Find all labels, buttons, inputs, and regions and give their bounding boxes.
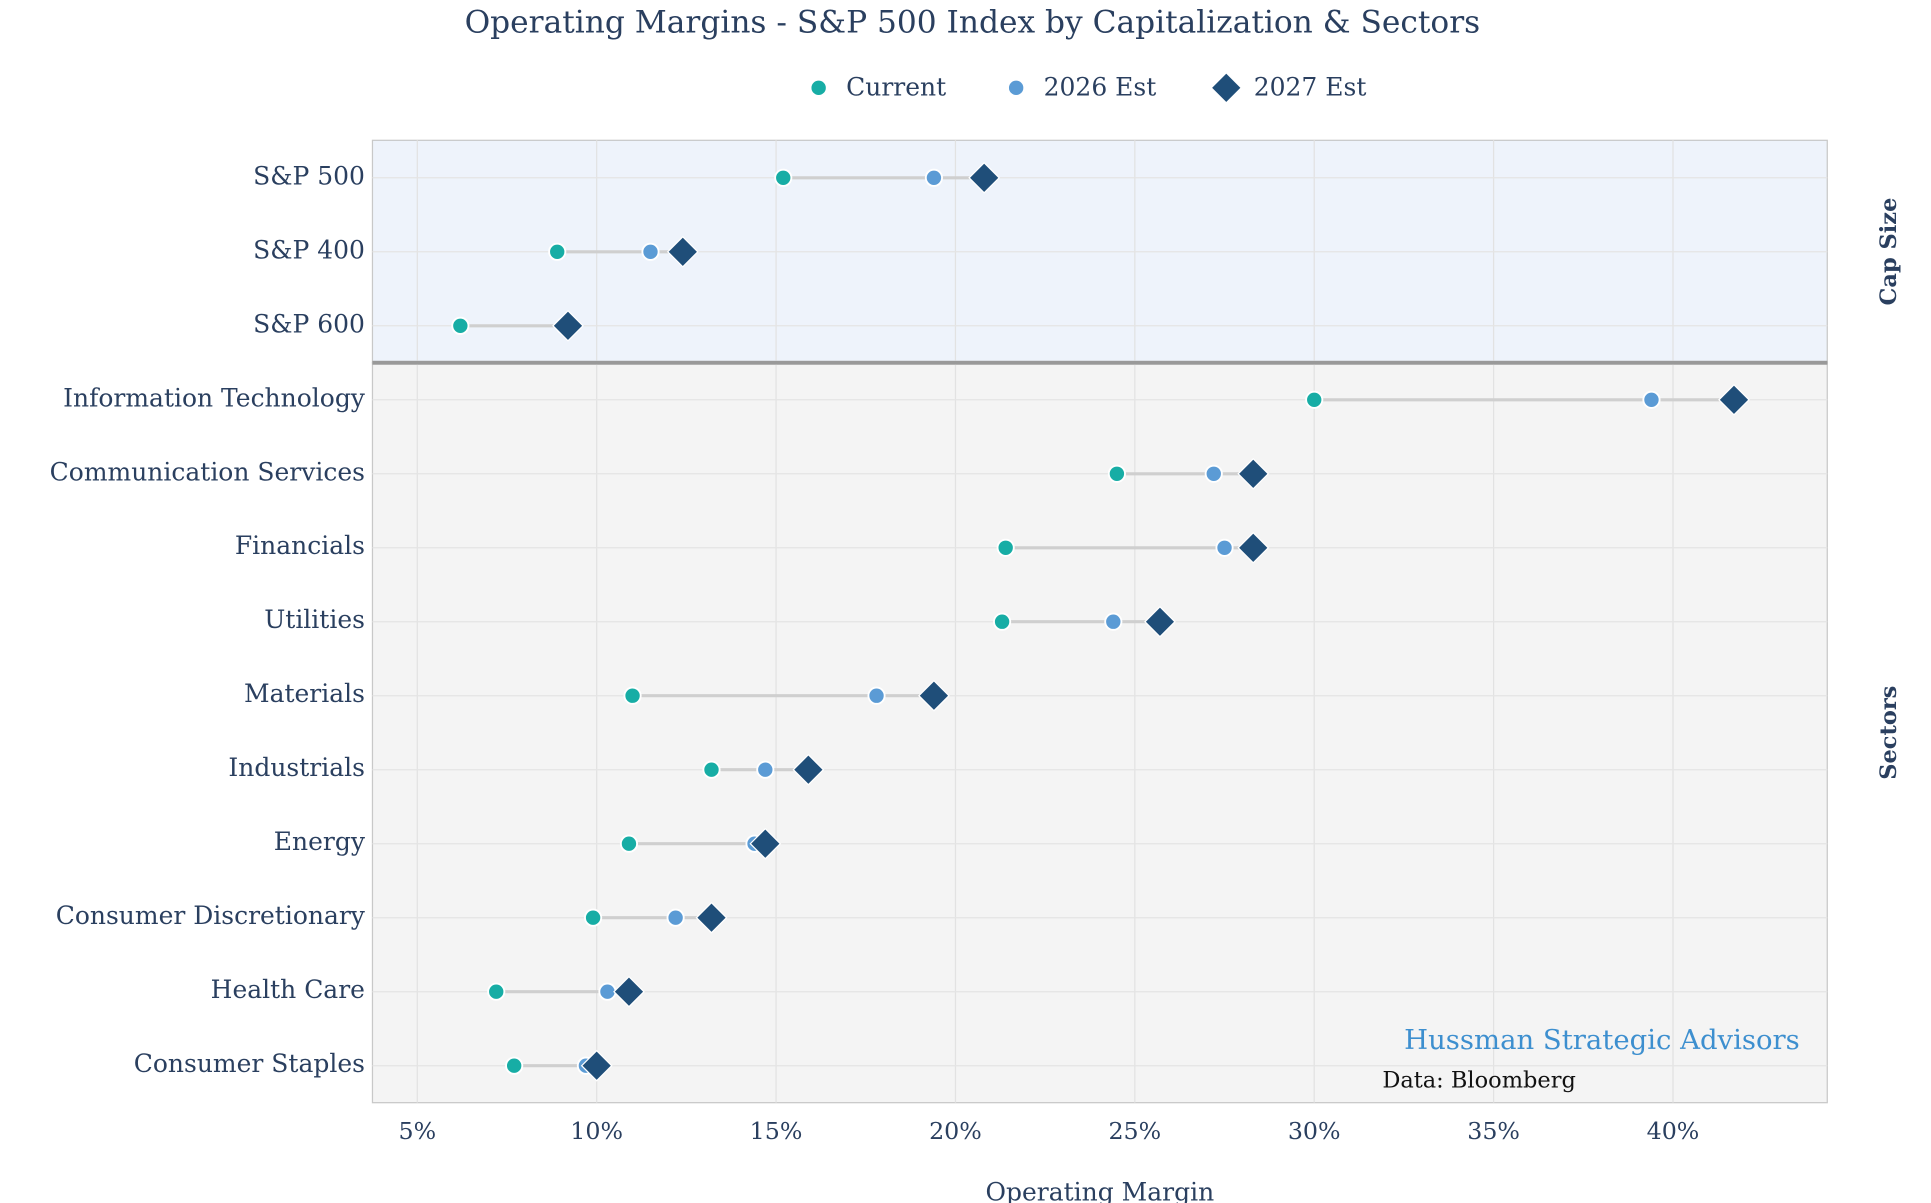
marker-1: [1204, 464, 1223, 483]
annotation: Hussman Strategic Advisors: [1404, 1024, 1800, 1056]
panel-background: [371, 362, 1828, 1104]
marker-2: [1237, 457, 1270, 490]
y-tick-label: S&P 400: [253, 235, 365, 264]
x-tick-label: 10%: [570, 1117, 623, 1145]
marker-2: [968, 161, 1001, 194]
marker-2: [749, 827, 782, 860]
marker-2: [1237, 531, 1270, 564]
marker-0: [702, 760, 721, 779]
marker-0: [996, 538, 1015, 557]
y-tick-label: Consumer Discretionary: [56, 901, 366, 930]
legend-marker: [1210, 71, 1243, 104]
y-tick-label: Utilities: [264, 605, 365, 634]
marker-0: [548, 242, 567, 261]
marker-2: [666, 235, 699, 268]
y-tick-label: Energy: [274, 827, 366, 856]
legend-label: 2026 Est: [1044, 73, 1157, 102]
x-tick-label: 40%: [1647, 1117, 1700, 1145]
marker-2: [792, 753, 825, 786]
marker-0: [1305, 390, 1324, 409]
y-tick-label: Financials: [235, 531, 365, 560]
legend-marker: [809, 78, 828, 97]
y-tick-label: S&P 600: [253, 309, 365, 338]
x-axis-label: Operating Margin: [986, 1177, 1215, 1203]
marker-1: [641, 242, 660, 261]
y-tick-label: Industrials: [228, 753, 365, 782]
y-tick-label: Materials: [244, 679, 365, 708]
marker-1: [924, 168, 943, 187]
marker-0: [774, 168, 793, 187]
y-tick-label: Consumer Staples: [134, 1049, 365, 1078]
legend-marker: [1007, 78, 1026, 97]
marker-2: [580, 1049, 613, 1082]
marker-0: [451, 316, 470, 335]
x-tick-label: 35%: [1467, 1117, 1520, 1145]
y-tick-label: Communication Services: [50, 457, 365, 486]
legend-label: Current: [846, 73, 946, 102]
marker-1: [1642, 390, 1661, 409]
marker-0: [619, 834, 639, 853]
x-tick-label: 25%: [1108, 1117, 1161, 1145]
marker-2: [695, 901, 728, 934]
marker-0: [584, 908, 603, 927]
marker-2: [1144, 605, 1176, 638]
marker-2: [918, 679, 950, 712]
x-tick-label: 30%: [1288, 1117, 1341, 1145]
marker-1: [1104, 612, 1123, 631]
panel-label: Sectors: [1876, 686, 1902, 780]
legend-label: 2027 Est: [1254, 73, 1367, 102]
marker-0: [623, 686, 642, 705]
panel-label: Cap Size: [1876, 198, 1902, 306]
marker-1: [867, 686, 886, 705]
x-tick-label: 15%: [750, 1117, 803, 1145]
y-tick-label: S&P 500: [253, 161, 365, 190]
marker-2: [613, 975, 645, 1008]
marker-0: [993, 612, 1012, 631]
marker-1: [1215, 538, 1234, 557]
marker-0: [1107, 464, 1126, 483]
x-tick-label: 20%: [929, 1117, 982, 1145]
marker-0: [505, 1056, 524, 1075]
annotation: Data: Bloomberg: [1382, 1067, 1576, 1093]
marker-1: [756, 760, 775, 779]
y-tick-label: Health Care: [211, 975, 365, 1004]
x-tick-label: 5%: [398, 1117, 436, 1145]
marker-2: [1718, 383, 1750, 416]
chart-title: Operating Margins - S&P 500 Index by Cap…: [465, 5, 1481, 41]
y-tick-label: Information Technology: [63, 383, 366, 412]
marker-1: [666, 908, 685, 927]
marker-2: [552, 309, 584, 342]
marker-0: [487, 982, 506, 1001]
